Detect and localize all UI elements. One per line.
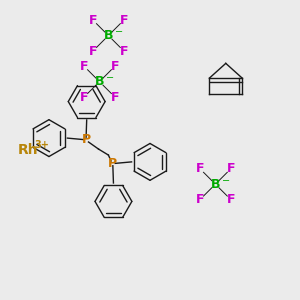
Text: −: − [106,73,114,83]
Text: Rh: Rh [18,143,38,157]
Text: F: F [120,14,128,27]
Text: F: F [226,162,235,175]
Text: F: F [120,44,128,58]
Text: F: F [111,91,119,103]
Text: P: P [108,157,117,170]
Text: P: P [82,133,91,146]
Text: F: F [89,14,97,27]
Text: F: F [80,60,88,73]
Text: F: F [111,60,119,73]
Text: 3+: 3+ [34,140,49,150]
Text: B: B [95,75,104,88]
Text: F: F [196,193,204,206]
Text: B: B [211,178,220,191]
Text: F: F [89,44,97,58]
Text: −: − [115,27,123,37]
Text: F: F [80,91,88,103]
Text: F: F [196,162,204,175]
Text: B: B [103,29,113,42]
Text: F: F [226,193,235,206]
Text: −: − [222,176,230,186]
